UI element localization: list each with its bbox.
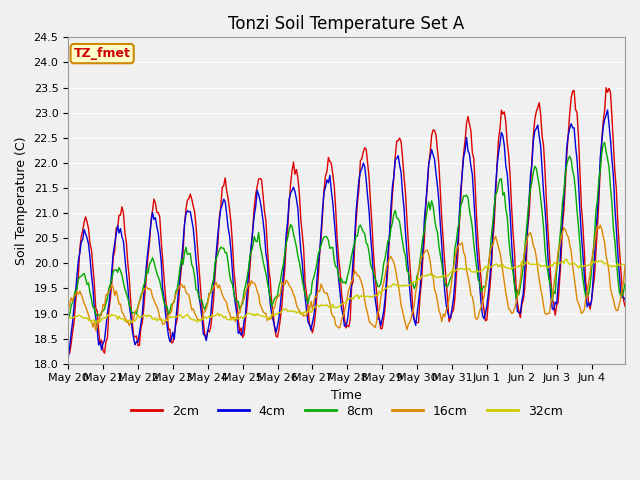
- Line: 32cm: 32cm: [68, 259, 625, 324]
- 32cm: [561, 256, 569, 262]
- 8cm: [544, 269, 552, 275]
- 16cm: [621, 263, 629, 269]
- 32cm: [64, 316, 72, 322]
- 32cm: [620, 262, 627, 267]
- 16cm: [596, 222, 604, 228]
- 2cm: [620, 297, 627, 303]
- 32cm: [463, 266, 470, 272]
- 16cm: [64, 307, 72, 313]
- 8cm: [461, 193, 469, 199]
- 4cm: [100, 337, 108, 343]
- 8cm: [64, 315, 72, 321]
- 8cm: [100, 306, 108, 312]
- 32cm: [102, 316, 110, 322]
- 16cm: [352, 270, 360, 276]
- Line: 4cm: 4cm: [68, 110, 625, 359]
- 8cm: [621, 281, 629, 287]
- 8cm: [601, 140, 609, 145]
- Legend: 2cm, 4cm, 8cm, 16cm, 32cm: 2cm, 4cm, 8cm, 16cm, 32cm: [125, 400, 568, 423]
- 4cm: [64, 356, 72, 361]
- 2cm: [602, 85, 610, 91]
- Line: 16cm: 16cm: [68, 225, 625, 331]
- 4cm: [544, 255, 552, 261]
- 2cm: [102, 339, 110, 345]
- 2cm: [100, 350, 108, 356]
- 16cm: [620, 279, 627, 285]
- 2cm: [545, 251, 553, 256]
- 32cm: [545, 263, 553, 269]
- 2cm: [83, 219, 91, 225]
- 4cm: [83, 235, 91, 241]
- 16cm: [83, 308, 91, 314]
- Title: Tonzi Soil Temperature Set A: Tonzi Soil Temperature Set A: [228, 15, 465, 33]
- 32cm: [83, 315, 91, 321]
- 4cm: [621, 297, 629, 302]
- 16cm: [102, 292, 110, 298]
- 4cm: [618, 294, 626, 300]
- 32cm: [352, 293, 360, 299]
- 4cm: [604, 107, 611, 113]
- 2cm: [621, 303, 629, 309]
- 8cm: [618, 293, 626, 299]
- 8cm: [351, 241, 358, 247]
- 2cm: [64, 344, 72, 350]
- Text: TZ_fmet: TZ_fmet: [74, 47, 131, 60]
- 8cm: [83, 282, 91, 288]
- 16cm: [92, 328, 100, 334]
- Y-axis label: Soil Temperature (C): Soil Temperature (C): [15, 136, 28, 265]
- 16cm: [545, 311, 553, 316]
- Line: 2cm: 2cm: [68, 88, 625, 353]
- 2cm: [352, 220, 360, 226]
- 4cm: [461, 147, 469, 153]
- 2cm: [463, 120, 470, 126]
- 16cm: [463, 267, 470, 273]
- 4cm: [351, 237, 358, 242]
- 32cm: [92, 321, 100, 327]
- 32cm: [621, 261, 629, 267]
- Line: 8cm: 8cm: [68, 143, 625, 318]
- X-axis label: Time: Time: [332, 389, 362, 402]
